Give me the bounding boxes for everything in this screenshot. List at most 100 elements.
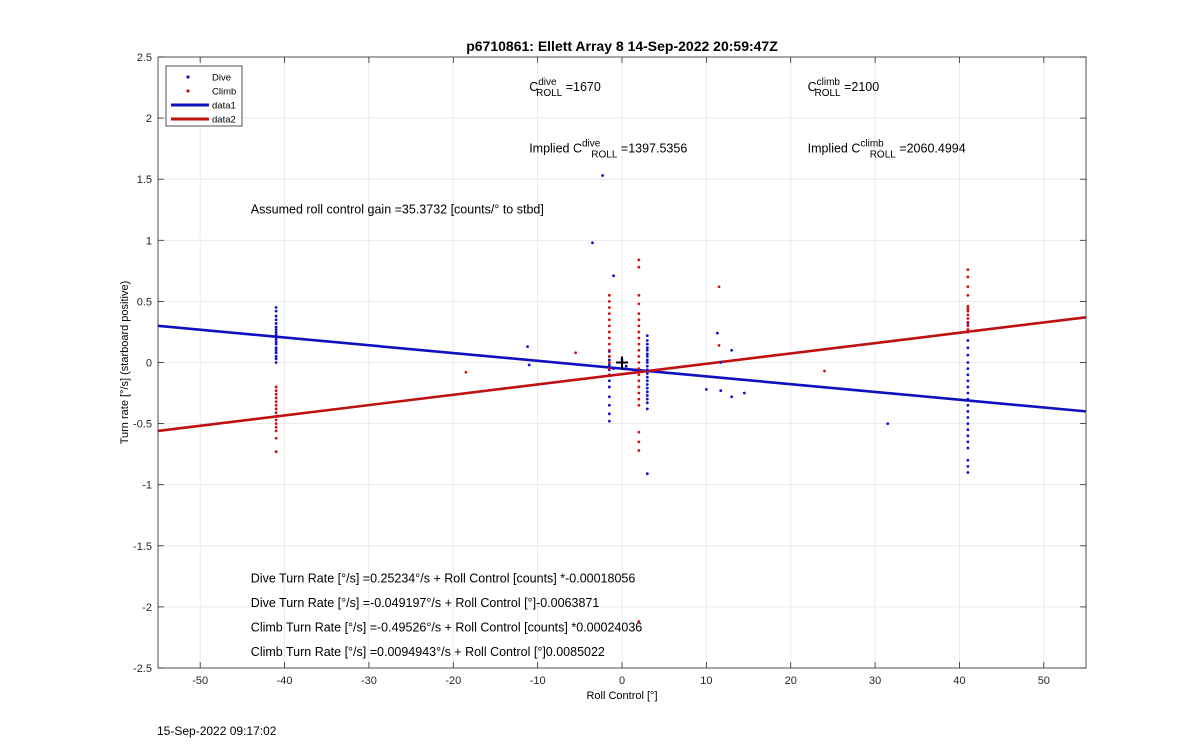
x-tick-label: 30 bbox=[869, 675, 881, 687]
dive-point bbox=[966, 379, 970, 383]
x-axis-label: Roll Control [°] bbox=[586, 690, 657, 702]
climb-point bbox=[274, 436, 278, 440]
climb-point bbox=[966, 309, 970, 313]
climb-point bbox=[607, 312, 611, 316]
dive-point bbox=[742, 391, 746, 395]
climb-point bbox=[637, 324, 641, 328]
climb-point bbox=[966, 320, 970, 324]
dive-point bbox=[274, 361, 278, 364]
dive-point bbox=[607, 395, 611, 399]
dive-point bbox=[704, 387, 708, 391]
dive-point bbox=[715, 331, 719, 335]
dive-point bbox=[966, 409, 970, 413]
climb-point bbox=[637, 293, 641, 297]
climb-point bbox=[274, 411, 278, 415]
dive-point bbox=[645, 401, 649, 405]
origin-marker bbox=[616, 356, 628, 369]
legend-label-climb: Climb bbox=[212, 87, 236, 98]
annotation-value: =1670 bbox=[562, 80, 601, 94]
legend-label-data1: data1 bbox=[212, 101, 236, 112]
fit-line-data2 bbox=[157, 315, 1087, 433]
climb-point bbox=[966, 317, 970, 320]
annotation-eq-climb-deg: Climb Turn Rate [°/s] =0.0094943°/s + Ro… bbox=[251, 645, 605, 659]
dive-point bbox=[274, 314, 278, 318]
dive-point bbox=[966, 346, 970, 350]
footer-timestamp: 15-Sep-2022 09:17:02 bbox=[157, 724, 277, 738]
dive-point bbox=[966, 471, 970, 474]
climb-point bbox=[637, 312, 641, 316]
dive-point bbox=[624, 364, 628, 368]
legend[interactable]: Dive Climb data1 data2 bbox=[165, 65, 243, 127]
annotation-base: Implied C bbox=[808, 141, 861, 155]
x-tick-label: 40 bbox=[953, 675, 965, 687]
climb-point bbox=[274, 385, 278, 389]
x-tick-label: -50 bbox=[192, 675, 208, 687]
climb-point bbox=[607, 373, 611, 377]
chart-title: p6710861: Ellett Array 8 14-Sep-2022 20:… bbox=[466, 38, 778, 54]
dive-point bbox=[730, 395, 734, 399]
annotation-subscript: ROLL bbox=[870, 149, 897, 160]
dive-point bbox=[645, 375, 649, 379]
dive-point bbox=[966, 373, 970, 377]
dive-point bbox=[645, 358, 649, 362]
dive-point bbox=[966, 385, 970, 389]
y-tick-label: -0.5 bbox=[133, 419, 152, 431]
x-tick-label: 10 bbox=[700, 675, 712, 687]
climb-point bbox=[274, 450, 278, 454]
climb-point bbox=[637, 430, 641, 434]
dive-point bbox=[607, 379, 611, 383]
climb-point bbox=[637, 265, 641, 269]
climb-point bbox=[966, 293, 970, 297]
dive-point bbox=[966, 440, 970, 444]
dive-point bbox=[966, 391, 970, 395]
y-tick-label: -1.5 bbox=[133, 541, 152, 553]
series-dive bbox=[274, 174, 970, 476]
x-tick-label: -30 bbox=[361, 675, 377, 687]
climb-point bbox=[637, 361, 641, 364]
climb-point bbox=[637, 449, 641, 452]
y-tick-label: 2 bbox=[146, 113, 152, 125]
climb-point bbox=[637, 440, 641, 444]
y-tick-label: -2 bbox=[142, 602, 152, 614]
climb-point bbox=[274, 389, 278, 393]
annotation-c-climb: Cclimb ROLL =2100 bbox=[808, 77, 880, 99]
climb-point bbox=[274, 422, 278, 425]
climb-point bbox=[966, 268, 970, 272]
climb-point bbox=[966, 275, 970, 279]
annotation-base: C bbox=[808, 80, 817, 94]
dive-point bbox=[612, 274, 615, 278]
climb-point bbox=[274, 425, 278, 429]
dive-point bbox=[607, 385, 611, 389]
annotation-subscript: ROLL bbox=[591, 149, 618, 160]
climb-point bbox=[274, 407, 278, 411]
dive-point bbox=[607, 412, 611, 416]
climb-point bbox=[574, 351, 577, 355]
climb-point bbox=[274, 403, 278, 407]
dive-point bbox=[274, 321, 278, 325]
climb-point bbox=[717, 285, 721, 289]
dive-point bbox=[966, 403, 970, 407]
dive-point bbox=[719, 389, 723, 393]
climb-point bbox=[966, 285, 970, 289]
annotation-value: =1397.5356 bbox=[617, 141, 687, 155]
dive-point bbox=[966, 367, 970, 371]
annotation-subscript: ROLL bbox=[815, 88, 842, 99]
climb-point bbox=[966, 328, 970, 331]
climb-point bbox=[637, 367, 641, 371]
annotation-eq-dive-deg: Dive Turn Rate [°/s] =-0.049197°/s + Rol… bbox=[251, 596, 600, 610]
dive-point bbox=[719, 361, 723, 364]
data-points bbox=[274, 174, 970, 623]
climb-point bbox=[607, 342, 611, 346]
dive-point bbox=[274, 342, 278, 346]
climb-point bbox=[966, 304, 970, 308]
dive-point bbox=[966, 434, 970, 438]
dive-point bbox=[645, 372, 649, 375]
dive-point bbox=[645, 354, 649, 358]
annotation-gain: Assumed roll control gain =35.3732 [coun… bbox=[251, 202, 544, 216]
dive-point bbox=[274, 306, 278, 309]
annotation-subscript: ROLL bbox=[536, 88, 563, 99]
legend-box bbox=[165, 65, 243, 127]
climb-point bbox=[607, 354, 611, 358]
dive-point bbox=[966, 446, 970, 450]
